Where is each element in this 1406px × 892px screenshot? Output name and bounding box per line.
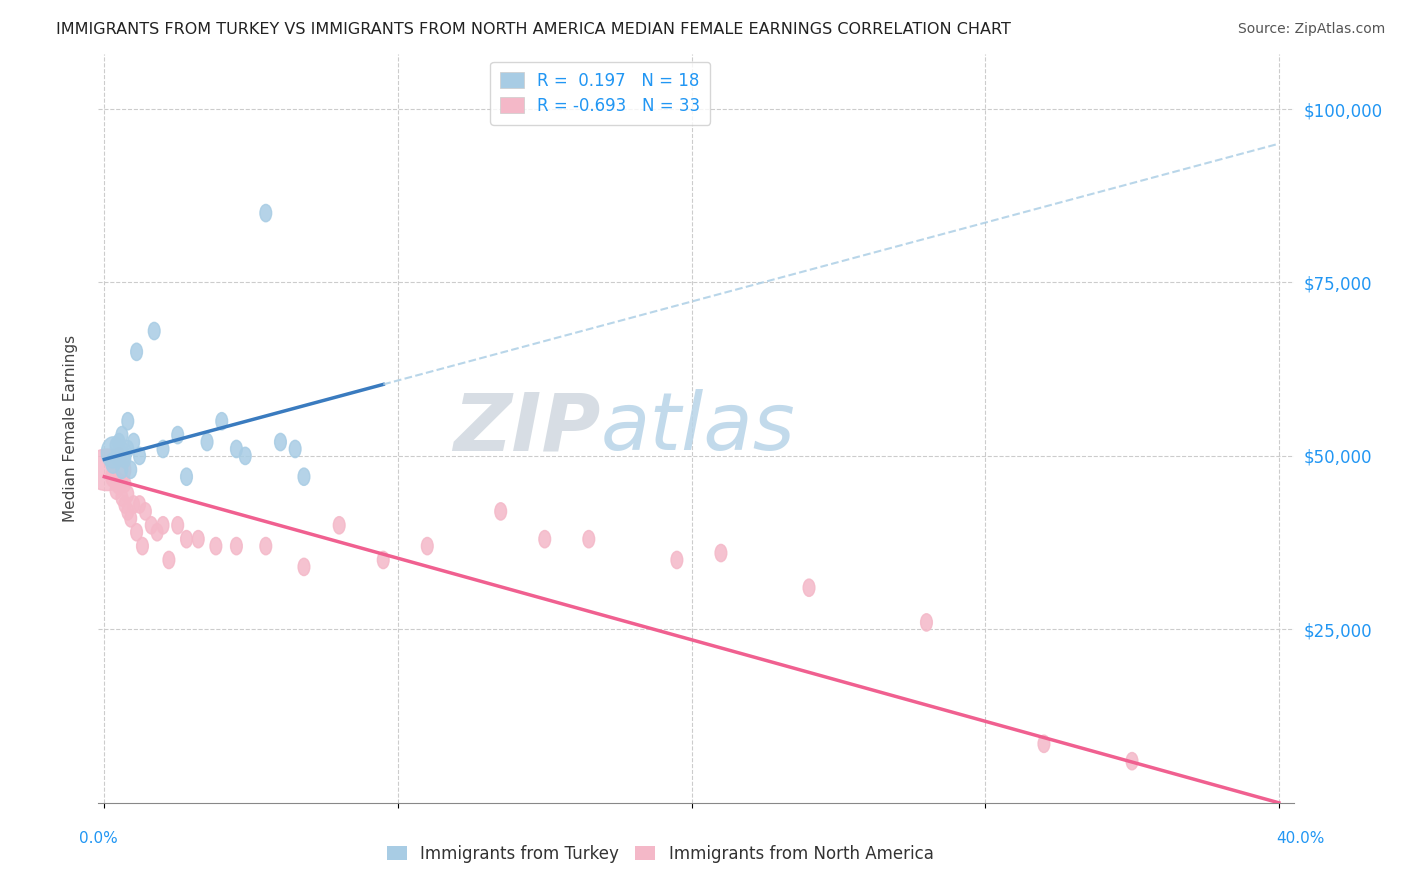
Ellipse shape — [117, 441, 128, 458]
Ellipse shape — [260, 537, 271, 555]
Ellipse shape — [105, 452, 121, 474]
Ellipse shape — [180, 531, 193, 548]
Text: Source: ZipAtlas.com: Source: ZipAtlas.com — [1237, 22, 1385, 37]
Ellipse shape — [298, 558, 309, 575]
Ellipse shape — [117, 426, 128, 444]
Ellipse shape — [84, 449, 131, 491]
Text: ZIP: ZIP — [453, 389, 600, 467]
Ellipse shape — [110, 482, 122, 500]
Ellipse shape — [120, 450, 131, 468]
Ellipse shape — [209, 537, 222, 555]
Ellipse shape — [117, 489, 128, 507]
Ellipse shape — [145, 516, 157, 534]
Ellipse shape — [803, 579, 815, 597]
Ellipse shape — [105, 467, 121, 487]
Ellipse shape — [101, 437, 125, 468]
Ellipse shape — [231, 537, 242, 555]
Legend: Immigrants from Turkey, Immigrants from North America: Immigrants from Turkey, Immigrants from … — [380, 838, 941, 870]
Ellipse shape — [201, 434, 212, 450]
Ellipse shape — [172, 516, 184, 534]
Ellipse shape — [239, 447, 252, 465]
Ellipse shape — [172, 426, 184, 444]
Text: IMMIGRANTS FROM TURKEY VS IMMIGRANTS FROM NORTH AMERICA MEDIAN FEMALE EARNINGS C: IMMIGRANTS FROM TURKEY VS IMMIGRANTS FRO… — [56, 22, 1011, 37]
Ellipse shape — [128, 496, 139, 513]
Ellipse shape — [163, 551, 174, 569]
Ellipse shape — [716, 544, 727, 562]
Ellipse shape — [111, 474, 127, 494]
Ellipse shape — [122, 441, 134, 458]
Ellipse shape — [157, 441, 169, 458]
Ellipse shape — [111, 445, 127, 467]
Ellipse shape — [149, 322, 160, 340]
Ellipse shape — [157, 516, 169, 534]
Ellipse shape — [231, 441, 242, 458]
Text: 40.0%: 40.0% — [1277, 831, 1324, 846]
Ellipse shape — [538, 531, 551, 548]
Ellipse shape — [180, 468, 193, 485]
Ellipse shape — [217, 413, 228, 430]
Ellipse shape — [671, 551, 683, 569]
Ellipse shape — [120, 447, 131, 465]
Y-axis label: Median Female Earnings: Median Female Earnings — [63, 334, 77, 522]
Ellipse shape — [139, 503, 152, 520]
Ellipse shape — [134, 447, 145, 465]
Ellipse shape — [333, 516, 344, 534]
Ellipse shape — [120, 496, 131, 513]
Ellipse shape — [122, 413, 134, 430]
Ellipse shape — [131, 524, 142, 541]
Ellipse shape — [120, 475, 131, 492]
Ellipse shape — [112, 434, 125, 450]
Ellipse shape — [1038, 735, 1050, 753]
Ellipse shape — [290, 441, 301, 458]
Ellipse shape — [193, 531, 204, 548]
Ellipse shape — [122, 503, 134, 520]
Ellipse shape — [422, 537, 433, 555]
Ellipse shape — [128, 434, 139, 450]
Text: atlas: atlas — [600, 389, 796, 467]
Ellipse shape — [583, 531, 595, 548]
Ellipse shape — [110, 437, 122, 454]
Ellipse shape — [134, 496, 145, 513]
Ellipse shape — [122, 485, 134, 503]
Ellipse shape — [117, 461, 128, 478]
Text: 0.0%: 0.0% — [79, 831, 118, 846]
Ellipse shape — [125, 461, 136, 478]
Ellipse shape — [152, 524, 163, 541]
Ellipse shape — [125, 509, 136, 527]
Ellipse shape — [112, 447, 125, 465]
Ellipse shape — [298, 468, 309, 485]
Ellipse shape — [136, 537, 149, 555]
Ellipse shape — [260, 204, 271, 222]
Ellipse shape — [1126, 753, 1137, 770]
Ellipse shape — [274, 434, 287, 450]
Ellipse shape — [921, 614, 932, 632]
Ellipse shape — [131, 343, 142, 360]
Ellipse shape — [495, 503, 506, 520]
Ellipse shape — [377, 551, 389, 569]
